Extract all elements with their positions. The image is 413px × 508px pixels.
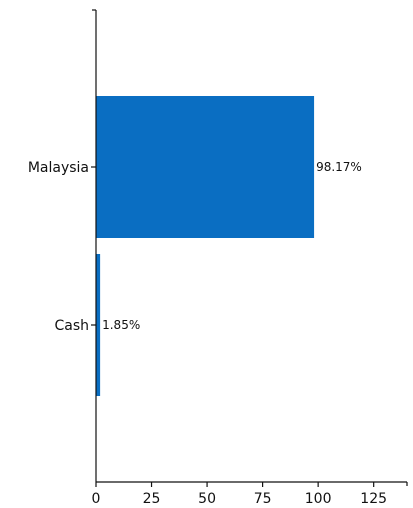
x-tick-label: 100 bbox=[305, 491, 332, 507]
labels-layer: 0 25 50 75 100 125 Malaysia 98.17% Cash 1.85% bbox=[28, 160, 387, 507]
category-label: Malaysia bbox=[28, 160, 89, 176]
x-tick-label: 0 bbox=[92, 491, 101, 507]
bar-cash bbox=[96, 254, 101, 396]
x-tick-label: 25 bbox=[143, 491, 161, 507]
axes-layer bbox=[91, 9, 408, 487]
x-tick-label: 50 bbox=[198, 491, 216, 507]
bars-layer bbox=[96, 96, 315, 396]
x-tick-label: 125 bbox=[360, 491, 387, 507]
data-label: 98.17% bbox=[316, 160, 362, 174]
category-label: Cash bbox=[54, 318, 89, 334]
bar-malaysia bbox=[96, 96, 315, 238]
data-label: 1.85% bbox=[102, 318, 140, 332]
x-tick-label: 75 bbox=[254, 491, 272, 507]
